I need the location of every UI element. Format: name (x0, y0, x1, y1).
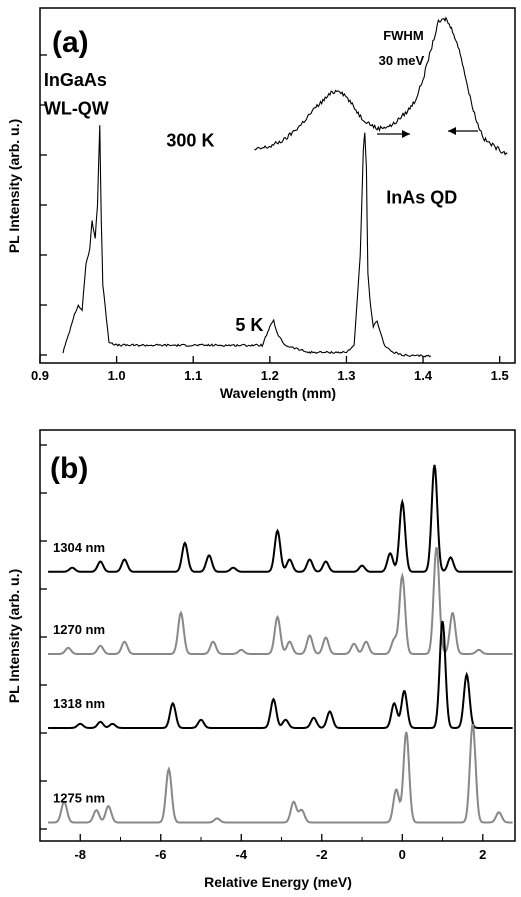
x-tick-label-b: -2 (316, 847, 328, 862)
x-tick-label-a: 0.9 (31, 368, 49, 383)
plot-frame-b (39, 429, 516, 842)
annotation-5-k: 5 K (235, 315, 263, 335)
panel-label-a: (a) (52, 26, 89, 59)
fwhm-arrowhead-left (402, 130, 410, 138)
series-label-1275-nm: 1275 nm (53, 791, 105, 806)
x-tick-label-b: 0 (399, 847, 406, 862)
series-group-b (48, 464, 513, 824)
x-tick-label-a: 1.4 (414, 368, 433, 383)
annotation-30-mev: 30 meV (379, 53, 425, 68)
annotation-300-k: 300 K (166, 130, 214, 150)
series-label-1318-nm: 1318 nm (53, 696, 105, 711)
series-line-1304-nm (48, 464, 513, 573)
annotation-inas-qd: InAs QD (386, 187, 457, 207)
series-line-1275-nm (48, 723, 513, 824)
x-axis-label-b: Relative Energy (meV) (204, 874, 352, 890)
x-ticks-a: 0.9 1.0 1.1 1.2 1.3 1.4 1.5 (31, 356, 509, 383)
annotation-ingaas: InGaAs (44, 70, 107, 90)
x-tick-label-b: 2 (479, 847, 486, 862)
panel-label-b: (b) (50, 452, 88, 485)
fwhm-arrowhead-right (448, 127, 456, 135)
annotation-fwhm: FWHM (383, 28, 423, 43)
plot-frame-a (39, 7, 516, 364)
series-line-1270-nm (48, 547, 513, 655)
x-ticks-b: -8 -6 -4 -2 0 2 (39, 834, 486, 862)
series-line-5-k (62, 125, 431, 358)
x-axis-label-a: Wavelength (mm) (220, 385, 336, 401)
y-ticks-a (40, 54, 47, 356)
annotations-a: InGaAs WL-QW 300 K InAs QD 5 K FWHM 30 meV (44, 28, 457, 335)
x-tick-label-a: 1.1 (184, 368, 202, 383)
fwhm-arrows (377, 127, 478, 138)
x-tick-label-b: -6 (155, 847, 167, 862)
series-label-1270-nm: 1270 nm (53, 622, 105, 637)
series-group-a (62, 16, 508, 358)
annotation-wl-qw: WL-QW (44, 99, 109, 119)
x-tick-label-b: -8 (74, 847, 86, 862)
series-labels-b: 1304 nm 1270 nm 1318 nm 1275 nm (53, 540, 105, 806)
x-tick-label-a: 1.5 (491, 368, 509, 383)
x-tick-label-a: 1.0 (108, 368, 126, 383)
y-axis-label-b: PL Intensity (arb. u.) (6, 569, 22, 703)
x-tick-label-b: -4 (235, 847, 247, 862)
series-label-1304-nm: 1304 nm (53, 540, 105, 555)
y-axis-label-a: PL Intensity (arb. u.) (6, 119, 22, 253)
x-tick-label-a: 1.3 (337, 368, 355, 383)
x-tick-label-a: 1.2 (261, 368, 279, 383)
series-line-300-k (254, 16, 508, 156)
series-line-1318-nm (48, 620, 513, 729)
y-ticks-b (40, 444, 47, 830)
